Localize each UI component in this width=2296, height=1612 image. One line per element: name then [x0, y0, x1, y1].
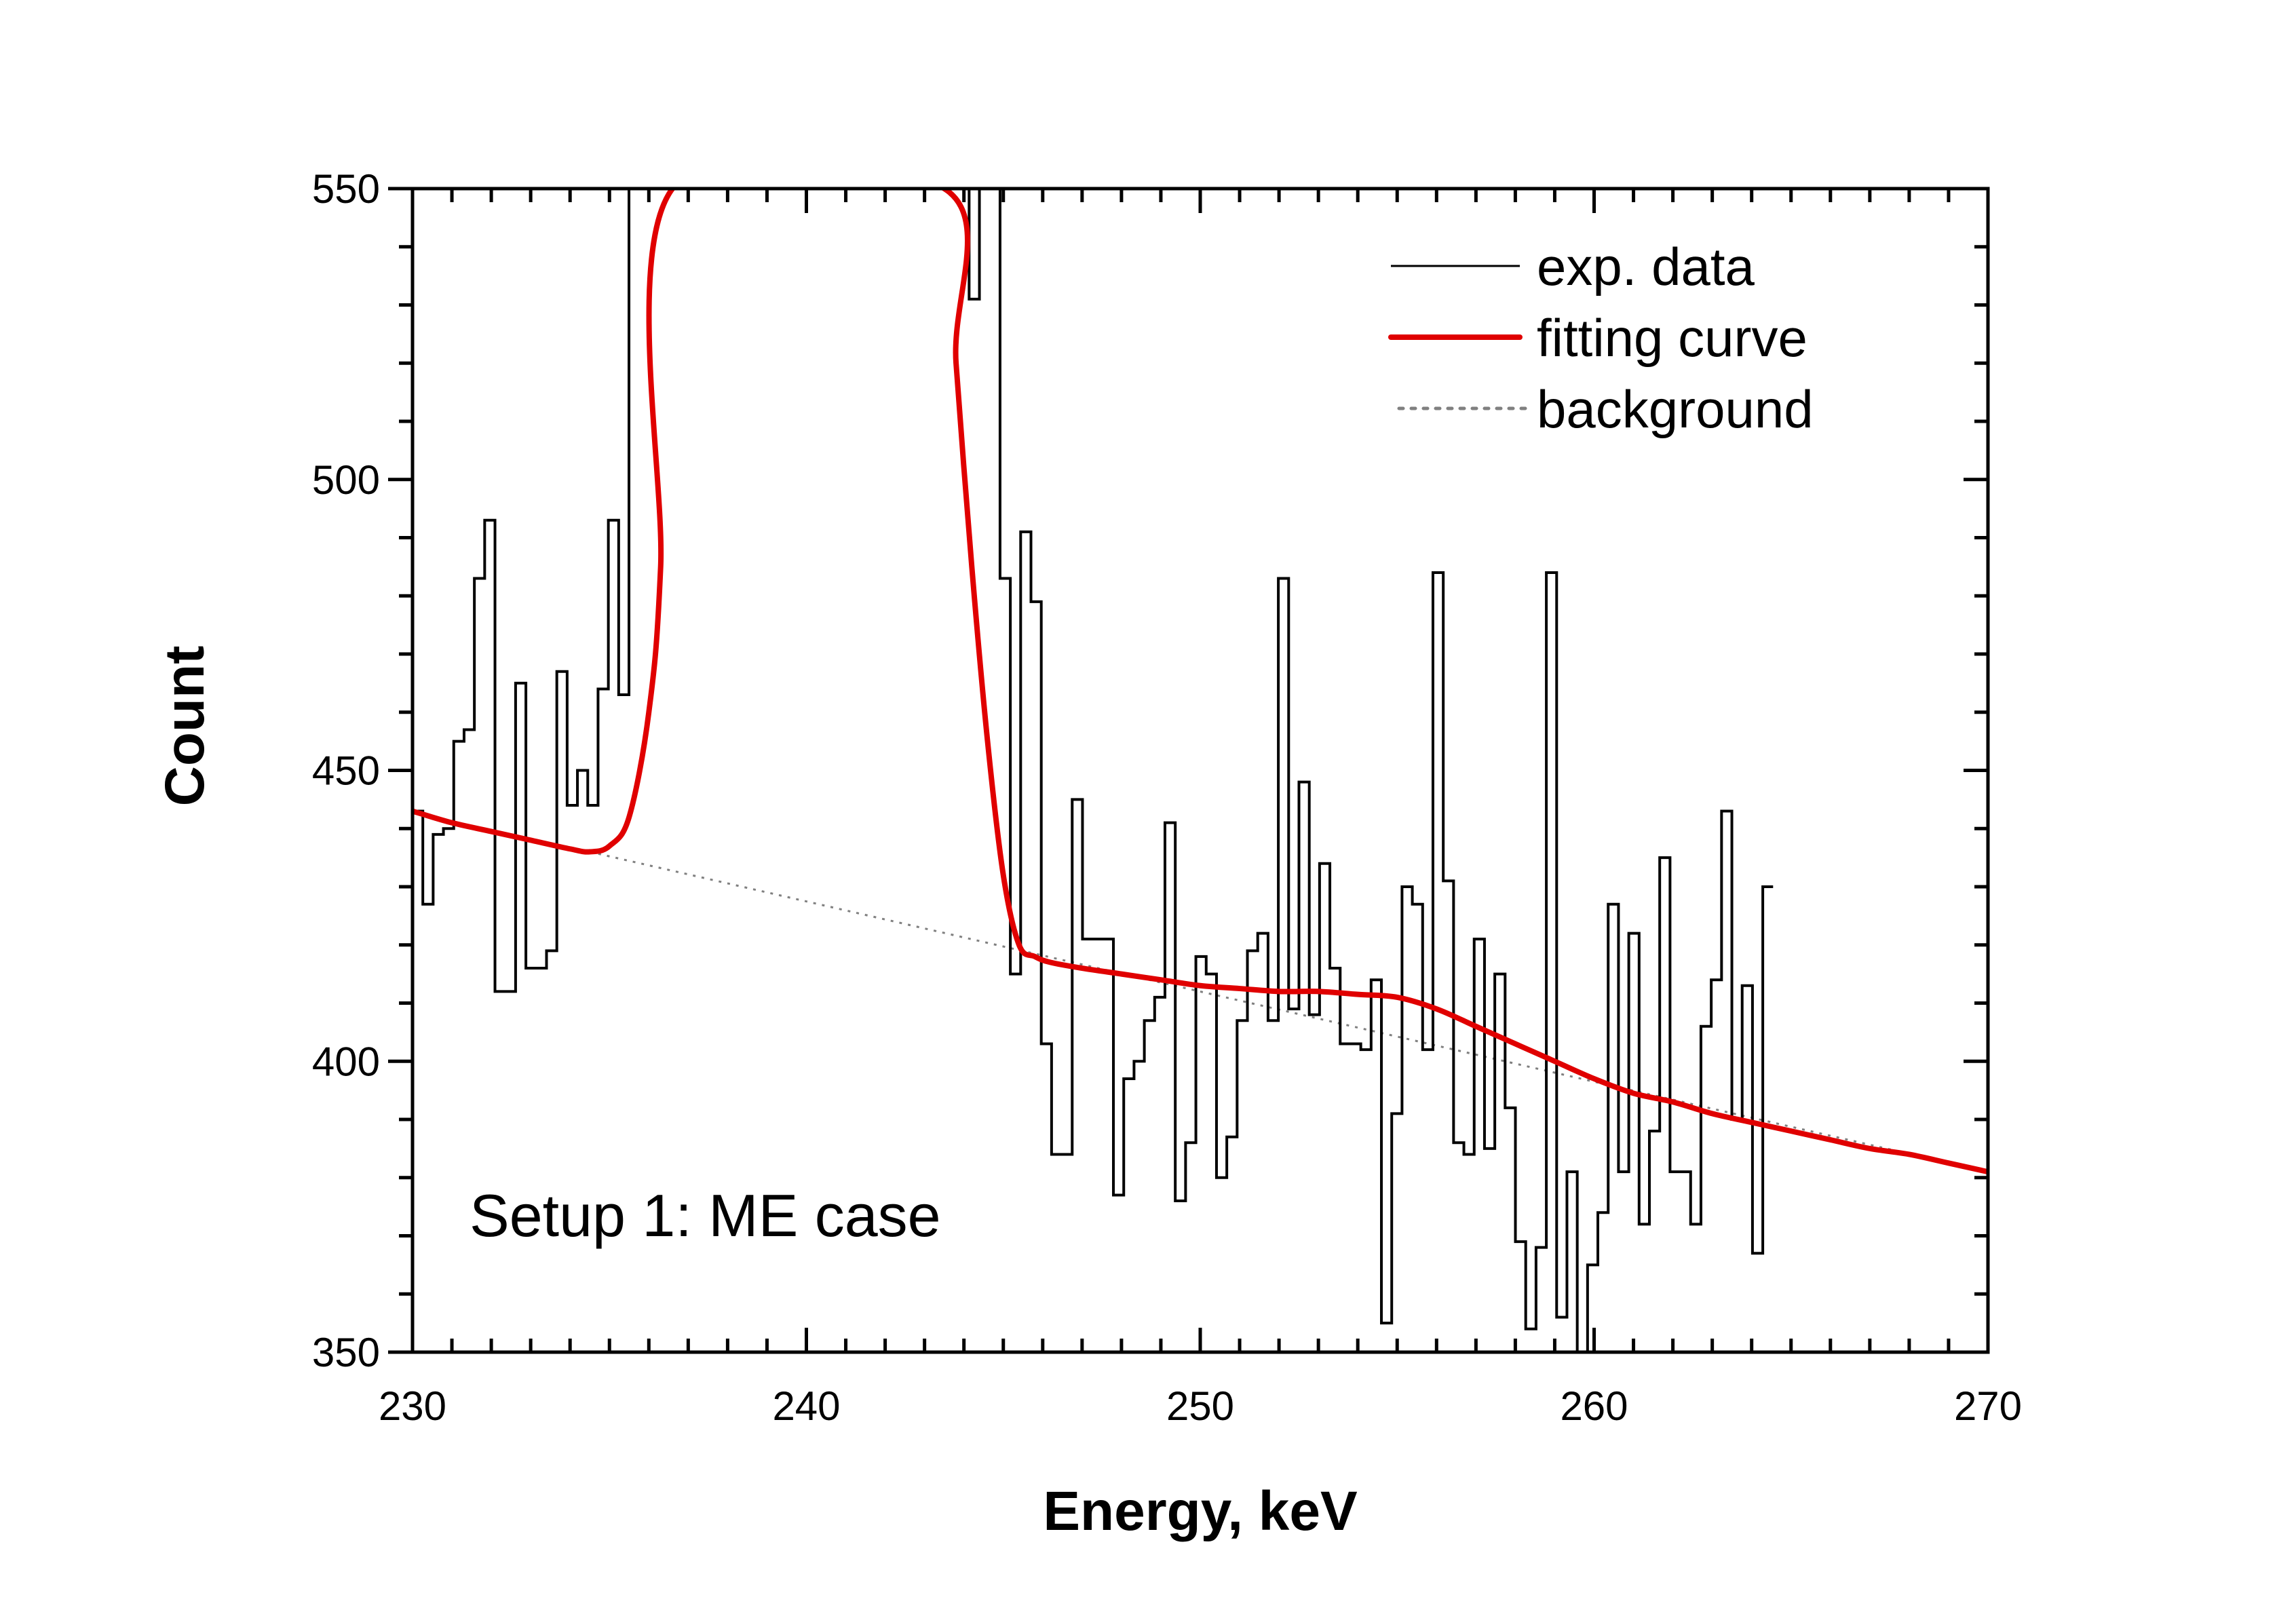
y-axis-title: Count: [154, 646, 216, 807]
x-tick-label: 270: [1954, 1383, 2022, 1429]
legend-label-background: background: [1537, 379, 1814, 439]
legend: exp. data fitting curve background: [1388, 237, 1814, 439]
y-tick-label: 400: [312, 1039, 380, 1084]
exp-data-series: [413, 189, 1774, 1352]
x-tick-labels: 230 240 250 260 270: [379, 1383, 2022, 1429]
y-tick-labels: 350 400 450 500 550: [312, 166, 380, 1375]
x-tick-label: 240: [772, 1383, 840, 1429]
y-tick-label: 500: [312, 457, 380, 503]
y-tick-label: 350: [312, 1330, 380, 1375]
x-axis-title: Energy, keV: [1043, 1480, 1358, 1542]
background-line: [589, 851, 1988, 1173]
ticks-layer: [388, 187, 1990, 1354]
annotation-text: Setup 1: ME case: [470, 1182, 941, 1249]
x-tick-label: 260: [1560, 1383, 1628, 1429]
fitting-curve-line: [413, 189, 1988, 1175]
legend-label-fitting-curve: fitting curve: [1537, 308, 1807, 368]
exp-data-step-line: [413, 189, 1774, 1352]
y-tick-label: 450: [312, 748, 380, 794]
y-tick-label: 550: [312, 166, 380, 212]
series-layer: [413, 189, 1988, 1352]
x-tick-label: 250: [1166, 1383, 1234, 1429]
x-tick-label: 230: [379, 1383, 446, 1429]
legend-label-exp-data: exp. data: [1537, 237, 1755, 296]
